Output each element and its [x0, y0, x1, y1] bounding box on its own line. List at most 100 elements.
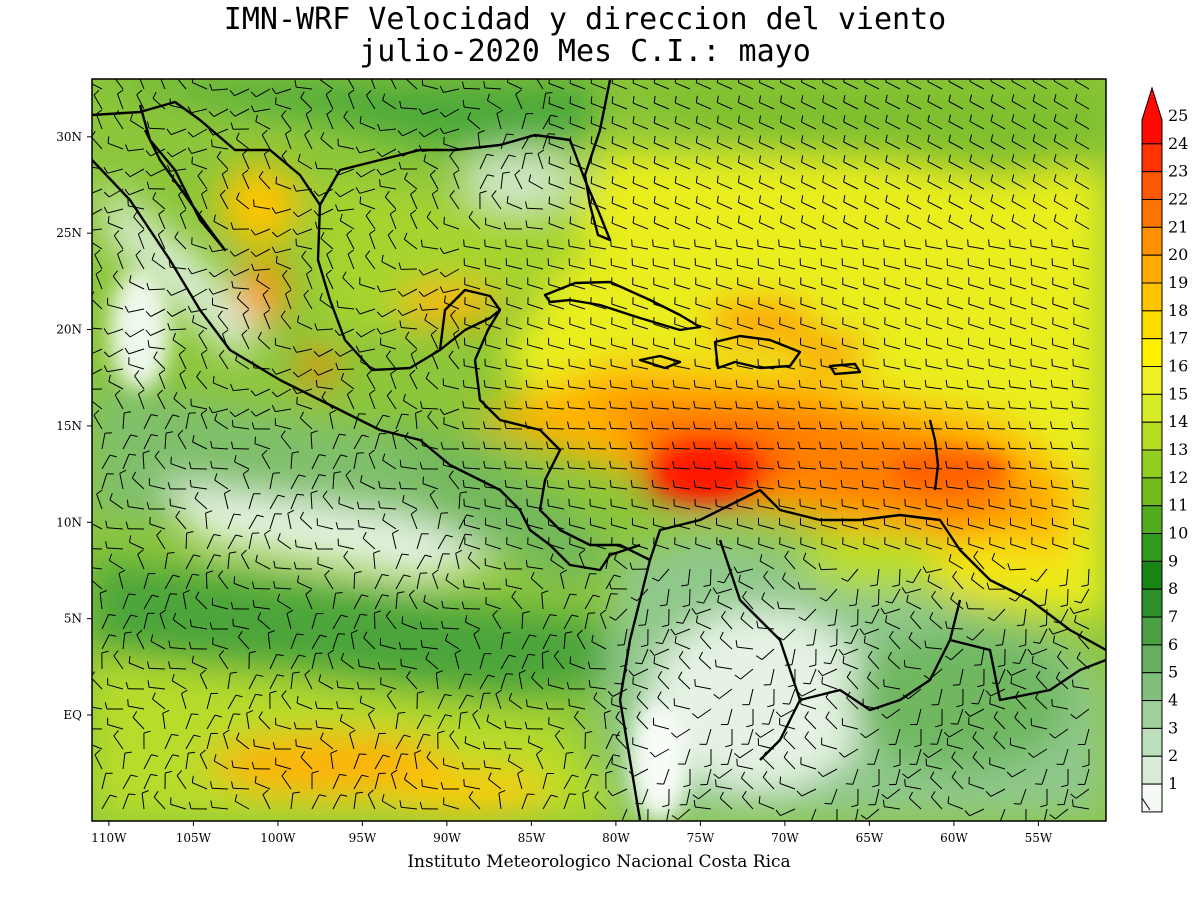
- wind-barb: [395, 591, 405, 610]
- wind-barb: [353, 774, 369, 790]
- wind-barb: [678, 651, 691, 670]
- wind-barb: [864, 134, 880, 150]
- wind-barb: [542, 634, 558, 650]
- wind-barb: [233, 576, 250, 590]
- wind-barb: [1008, 400, 1027, 410]
- wind-barb: [353, 434, 369, 450]
- wind-barb: [843, 175, 859, 190]
- wind-barb: [738, 574, 754, 590]
- wind-barb: [281, 110, 292, 130]
- wind-barb: [628, 668, 649, 677]
- wind-barb: [108, 374, 124, 390]
- colorbar-label: 21: [1168, 217, 1188, 236]
- wind-barb: [205, 510, 213, 530]
- wind-barb: [122, 614, 138, 630]
- wind-barb: [698, 651, 712, 670]
- wind-barb: [229, 88, 250, 97]
- wind-barb: [503, 562, 523, 570]
- wind-barb: [271, 207, 292, 214]
- wind-barb: [948, 114, 964, 130]
- wind-barb: [542, 773, 554, 790]
- wind-barb: [343, 550, 355, 570]
- wind-barb: [250, 105, 271, 113]
- wind-barb: [925, 358, 943, 370]
- wind-barb: [381, 794, 397, 810]
- wind-barb: [611, 337, 628, 350]
- wind-barb: [441, 600, 460, 610]
- wind-barb: [945, 460, 964, 470]
- wind-barb: [172, 332, 187, 350]
- wind-barb: [108, 553, 124, 570]
- wind-barb: [525, 379, 544, 390]
- wind-barb: [290, 474, 306, 490]
- wind-speed-detail: [110, 270, 1010, 820]
- colorbar-swatch: [1141, 505, 1163, 535]
- wind-barb: [863, 635, 880, 650]
- wind-barb: [285, 289, 292, 310]
- wind-barb: [756, 379, 775, 390]
- wind-barb: [525, 220, 544, 230]
- wind-barb: [840, 441, 859, 450]
- wind-barb: [950, 708, 964, 725]
- wind-barb: [563, 593, 577, 610]
- wind-barb: [148, 478, 166, 490]
- wind-barb: [734, 668, 754, 680]
- wind-barb: [777, 479, 796, 490]
- wind-barb: [325, 269, 334, 290]
- wind-barb: [167, 323, 187, 331]
- wind-barb: [1051, 698, 1069, 710]
- wind-barb: [990, 194, 1006, 210]
- wind-barb: [1050, 441, 1069, 450]
- wind-barb: [472, 709, 481, 730]
- wind-barb: [945, 621, 964, 630]
- wind-barb: [355, 146, 376, 154]
- colorbar-label: 16: [1168, 357, 1188, 376]
- wind-barb: [632, 737, 649, 750]
- wind-barb: [1071, 479, 1090, 490]
- wind-barb: [714, 659, 733, 670]
- wind-barb: [318, 674, 334, 690]
- wind-barb: [290, 493, 305, 510]
- wind-barb: [143, 573, 156, 590]
- wind-barb: [380, 677, 397, 690]
- wind-barb: [399, 320, 418, 330]
- wind-barb: [632, 196, 649, 210]
- wind-barb: [365, 210, 376, 230]
- wind-barb: [439, 127, 460, 135]
- wind-barb: [149, 516, 166, 530]
- wind-barb: [479, 653, 492, 670]
- wind-barb: [782, 688, 796, 705]
- wind-barb: [342, 271, 355, 290]
- wind-barb: [251, 761, 271, 770]
- wind-barb: [1053, 79, 1069, 90]
- wind-barb: [712, 587, 733, 594]
- wind-barb: [780, 95, 796, 110]
- wind-barb: [956, 688, 964, 708]
- wind-barb: [947, 317, 964, 330]
- wind-barb: [758, 297, 775, 310]
- wind-barb: [945, 400, 964, 410]
- wind-barb: [905, 568, 922, 584]
- wind-barb: [758, 115, 775, 130]
- wind-barb: [505, 358, 523, 370]
- wind-barb: [716, 195, 733, 210]
- wind-barb: [860, 728, 880, 739]
- wind-barb: [609, 421, 628, 430]
- wind-barb: [162, 709, 170, 730]
- wind-barb: [863, 297, 880, 310]
- wind-barb: [227, 671, 238, 690]
- colorbar-label: 3: [1168, 718, 1178, 737]
- wind-barb: [367, 709, 376, 730]
- wind-barb: [862, 258, 880, 270]
- wind-barb: [117, 89, 124, 110]
- wind-barb: [443, 295, 460, 310]
- wind-barb: [280, 430, 292, 450]
- wind-barb: [927, 154, 943, 170]
- wind-barb: [339, 213, 355, 230]
- wind-barb: [463, 239, 481, 250]
- wind-barb: [806, 628, 817, 646]
- wind-barb: [313, 208, 334, 217]
- wind-barb: [547, 239, 565, 250]
- wind-barb: [525, 400, 544, 410]
- wind-barb: [381, 254, 397, 270]
